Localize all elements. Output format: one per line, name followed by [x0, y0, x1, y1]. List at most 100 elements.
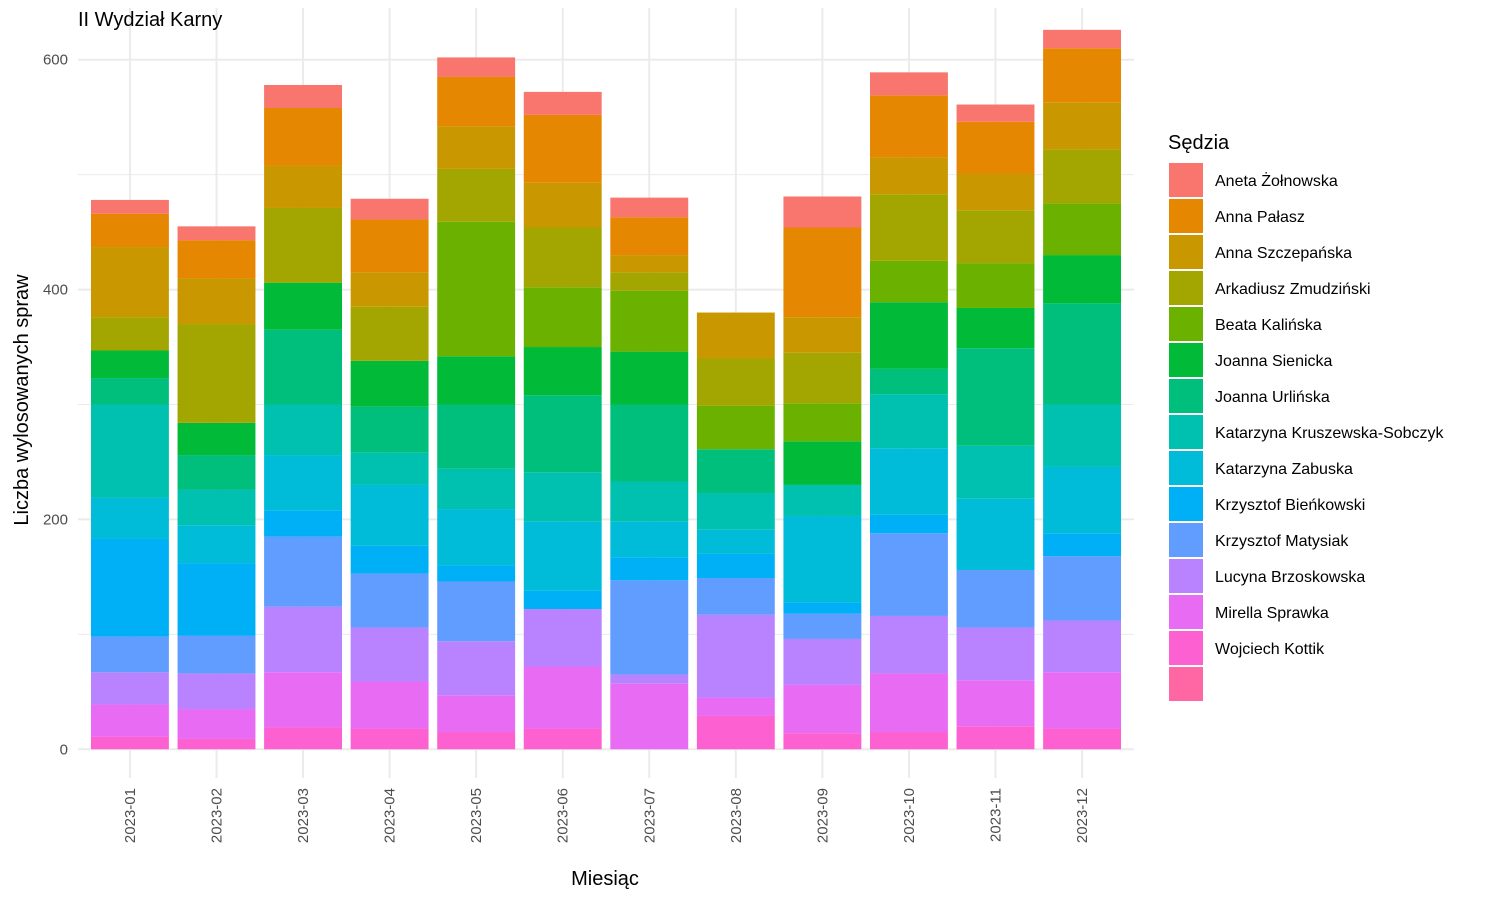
- bar-segment: [783, 196, 862, 228]
- x-tick-label: 2023-03: [295, 788, 312, 843]
- bar-segment: [1043, 102, 1122, 150]
- bar-segment: [783, 515, 862, 603]
- bar-segment: [870, 448, 948, 515]
- bar-segment: [870, 72, 948, 96]
- bar-segment: [264, 510, 342, 537]
- bar-segment: [177, 525, 256, 564]
- bar-segment: [696, 449, 775, 493]
- bar-segment: [90, 497, 169, 539]
- bar-segment: [264, 329, 342, 405]
- bar-segment: [437, 565, 516, 582]
- x-tick-label: 2023-01: [122, 788, 139, 843]
- bar-segment: [870, 533, 948, 616]
- bar-segment: [610, 272, 689, 291]
- bar-segment: [1043, 620, 1122, 673]
- bar-segment: [696, 697, 775, 716]
- bar-segment: [437, 356, 516, 405]
- bar-segment: [350, 306, 429, 361]
- x-tick-label: 2023-11: [988, 788, 1005, 842]
- bar-segment: [177, 422, 256, 456]
- bar-segment: [523, 521, 602, 591]
- bar-segment: [610, 481, 689, 522]
- bar-segment: [870, 95, 948, 158]
- bar-segment: [90, 378, 169, 405]
- x-tick-label: 2023-10: [901, 788, 918, 843]
- bar-segment: [264, 455, 342, 511]
- bar-segment: [350, 484, 429, 546]
- bar-segment: [610, 580, 689, 675]
- legend-label: Mirella Sprawka: [1215, 605, 1329, 622]
- bar-segment: [350, 627, 429, 682]
- bar-segment: [264, 107, 342, 166]
- bar-segment: [1043, 556, 1122, 621]
- legend-label: Aneta Żołnowska: [1215, 171, 1338, 190]
- bar-segment: [783, 441, 862, 485]
- legend-swatch: [1169, 379, 1203, 413]
- bar-segment: [264, 207, 342, 283]
- bar-segment: [350, 360, 429, 407]
- bar-segment: [523, 182, 602, 228]
- bar-segment: [1043, 255, 1122, 304]
- bar-segment: [437, 509, 516, 566]
- bar-segment: [264, 672, 342, 728]
- legend-label: Krzysztof Bieńkowski: [1215, 497, 1365, 514]
- bar-segment: [956, 348, 1035, 446]
- bar-segment: [956, 445, 1035, 499]
- bar-segment: [610, 255, 689, 273]
- bar-segment: [437, 76, 516, 127]
- bar-segment: [350, 219, 429, 273]
- bar-segment: [610, 674, 689, 684]
- legend: Sędzia Aneta Żołnowska Anna Pałasz Anna Sz…: [1168, 132, 1445, 701]
- bar-segment: [956, 263, 1035, 308]
- bar-segment: [1043, 29, 1122, 49]
- bar-segment: [523, 227, 602, 288]
- bar-segment: [783, 352, 862, 404]
- bar-segment: [870, 260, 948, 303]
- legend-label: Anna Szczepańska: [1215, 245, 1352, 262]
- legend-label: Lucyna Brzoskowska: [1215, 569, 1365, 586]
- legend-label: Krzysztof Matysiak: [1215, 533, 1349, 550]
- bar-segment: [610, 217, 689, 256]
- bar-segment: [177, 324, 256, 423]
- bar-segment: [90, 636, 169, 673]
- bar-segment: [610, 197, 689, 218]
- bar-segment: [523, 590, 602, 610]
- bar-segment: [177, 455, 256, 490]
- bar-segment: [783, 227, 862, 318]
- legend-title: Sędzia: [1168, 132, 1230, 154]
- bar-segment: [956, 680, 1035, 727]
- bar-segment: [90, 247, 169, 318]
- bar-segment: [1043, 48, 1122, 103]
- bar-segment: [523, 472, 602, 522]
- bar-segment: [1043, 466, 1122, 534]
- bar-segment: [177, 489, 256, 526]
- bar-segment: [956, 121, 1035, 174]
- bar-segment: [437, 732, 516, 750]
- bar-segment: [177, 563, 256, 636]
- x-tick-label: 2023-12: [1074, 788, 1091, 843]
- x-tick-label: 2023-06: [555, 788, 572, 843]
- bar-segment: [177, 709, 256, 739]
- bar-segment: [523, 287, 602, 348]
- bar-segment: [177, 635, 256, 674]
- bar-segment: [437, 468, 516, 510]
- bar-segment: [350, 545, 429, 574]
- bar-segment: [870, 615, 948, 674]
- bar-segment: [264, 404, 342, 456]
- bar-segment: [437, 57, 516, 77]
- legend-swatch: [1169, 235, 1203, 269]
- chart-title: II Wydział Karny: [78, 9, 222, 31]
- bar-segment: [437, 126, 516, 169]
- bar-segment: [783, 613, 862, 639]
- bar-segment: [264, 536, 342, 607]
- bar-segment: [437, 581, 516, 642]
- bar-segment: [956, 173, 1035, 211]
- bar-segment: [177, 278, 256, 325]
- bar-segment: [523, 609, 602, 667]
- bar-segment: [783, 733, 862, 750]
- bar-segment: [437, 641, 516, 696]
- legend-swatch: [1169, 559, 1203, 593]
- bar-segment: [350, 452, 429, 485]
- bar-segment: [870, 302, 948, 369]
